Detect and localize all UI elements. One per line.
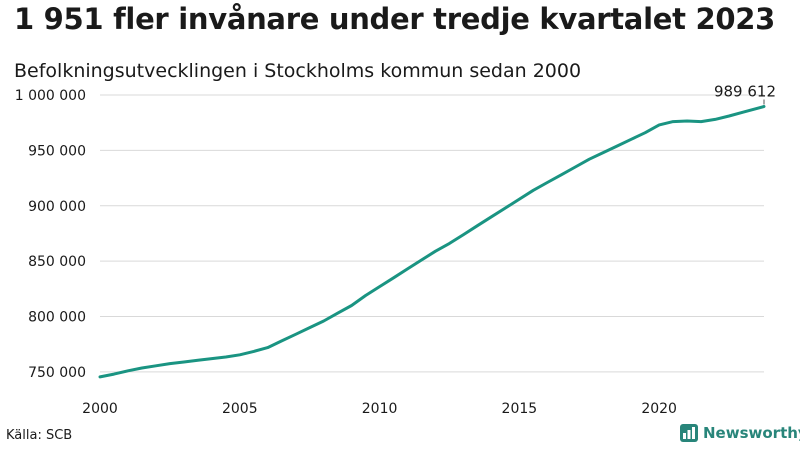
- y-tick-label: 750 000: [28, 365, 86, 381]
- x-tick-label: 2015: [502, 401, 538, 417]
- y-tick-label: 800 000: [28, 310, 86, 326]
- data-series: [98, 105, 766, 379]
- source-note: Källa: SCB: [6, 428, 73, 443]
- y-tick-label: 1 000 000: [15, 88, 86, 104]
- newsworthy-logo-icon: [680, 424, 698, 442]
- annotations: 989 612: [714, 83, 776, 105]
- x-tick-label: 2005: [222, 401, 258, 417]
- brand-name: Newsworthy: [703, 424, 800, 442]
- x-tick-label: 2020: [641, 401, 677, 417]
- series-line: [98, 105, 766, 379]
- x-tick-label: 2010: [362, 401, 398, 417]
- y-axis-tick-labels: 750 000 800 000 850 000 900 000 950 000 1 000…: [15, 88, 86, 381]
- chart-subtitle: Befolkningsutvecklingen i Stockholms kom…: [14, 60, 582, 82]
- y-tick-label: 950 000: [28, 143, 86, 159]
- y-gridlines: [100, 94, 764, 373]
- x-tick-label: 2000: [82, 401, 118, 417]
- chart-title: 1 951 fler invånare under tredje kvartal…: [14, 2, 775, 36]
- y-tick-label: 900 000: [28, 199, 86, 215]
- last-value-label: 989 612: [714, 83, 776, 101]
- y-tick-label: 850 000: [28, 254, 86, 270]
- x-axis-tick-labels: 2000 2005 2010 2015 2020: [82, 401, 677, 417]
- brand-logo: Newsworthy: [680, 424, 800, 442]
